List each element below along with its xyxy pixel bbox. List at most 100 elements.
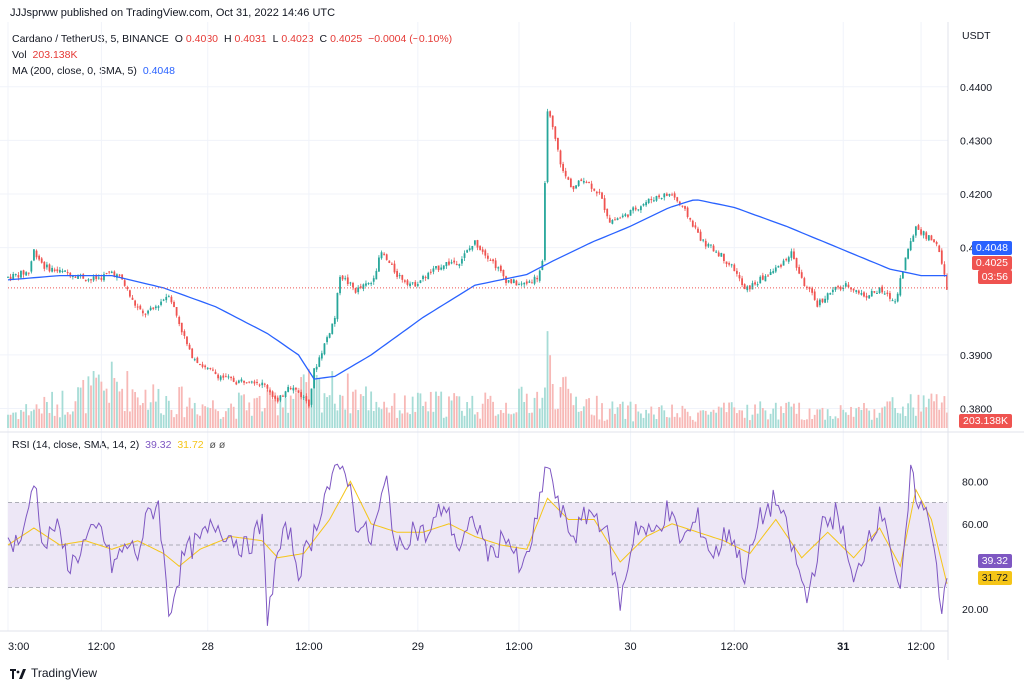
candle-body (126, 287, 129, 290)
volume-bar (577, 411, 580, 428)
volume-bar (333, 403, 336, 428)
candle-body (279, 395, 282, 401)
candle-body (637, 209, 640, 211)
volume-bar (562, 377, 564, 428)
volume-bar (925, 407, 928, 428)
volume-bar (588, 398, 590, 428)
candle-body (546, 111, 549, 183)
candle-body (847, 284, 850, 288)
volume-bar (868, 410, 871, 428)
candle-body (800, 272, 803, 278)
volume-bar (772, 408, 775, 428)
candle-body (224, 376, 227, 378)
candle-body (852, 288, 855, 291)
volume-bar (896, 412, 899, 428)
volume-bar (295, 393, 297, 428)
volume-bar (777, 419, 780, 428)
candle-body (515, 280, 518, 286)
candle-body (860, 293, 863, 295)
volume-bar (336, 410, 339, 428)
candle-body (754, 282, 756, 285)
candle-body (564, 170, 567, 177)
volume-bar (398, 410, 401, 428)
candle-body (712, 245, 715, 252)
volume-bar (440, 391, 443, 428)
volume-bar (486, 398, 489, 428)
candle-body (507, 280, 510, 283)
candle-body (904, 257, 907, 271)
rsi-value: 39.32 (145, 439, 172, 451)
candle-body (14, 274, 17, 276)
candle-body (917, 225, 920, 230)
volume-bar (300, 377, 303, 428)
candle-body (673, 193, 676, 198)
candle-body (834, 286, 837, 290)
candle-body (17, 275, 20, 278)
candle-body (429, 271, 432, 273)
volume-bar (671, 404, 673, 428)
candle-body (365, 283, 367, 286)
candle-body (557, 137, 559, 150)
candle-body (318, 357, 321, 367)
candle-body (307, 399, 310, 407)
candle-body (266, 385, 269, 389)
volume-bar (691, 419, 694, 428)
volume-bar (263, 407, 266, 428)
volume-bar (943, 396, 946, 428)
candle-body (118, 274, 121, 276)
candle-body (237, 380, 240, 383)
volume-bar (702, 410, 705, 428)
candle-body (707, 243, 710, 247)
candle-body (344, 278, 347, 280)
volume-bar (250, 415, 253, 428)
volume-bar (450, 400, 453, 428)
volume-bar (748, 420, 751, 428)
candle-body (339, 276, 341, 294)
candle-body (813, 291, 816, 300)
candle-body (821, 298, 824, 303)
candle-body (276, 397, 279, 402)
candle-body (258, 384, 261, 386)
candle-body (481, 249, 484, 252)
volume-bar (697, 412, 699, 428)
brand-label: TradingView (31, 666, 98, 680)
candle-body (346, 277, 349, 284)
volume-bar (811, 418, 814, 428)
candle-body (551, 115, 554, 128)
footer-brand[interactable]: TradingView (10, 666, 97, 680)
volume-bar (188, 397, 191, 428)
candle-body (702, 239, 705, 241)
volume-bar (891, 397, 894, 428)
candle-body (90, 279, 92, 281)
volume-bar (326, 397, 328, 428)
candle-body (938, 245, 941, 253)
candle-body (676, 197, 679, 202)
volume-bar (575, 396, 577, 428)
volume-bar (707, 414, 710, 428)
symbol-label: Cardano / TetherUS, 5, BINANCE (12, 33, 169, 45)
volume-bar (372, 410, 375, 428)
candle-body (575, 185, 577, 189)
candle-body (458, 264, 461, 266)
candle-body (479, 246, 481, 250)
volume-bar (357, 410, 360, 428)
volume-bar (616, 407, 619, 428)
candle-body (362, 284, 365, 289)
candle-body (510, 279, 513, 284)
volume-bar (806, 419, 808, 428)
candle-body (204, 365, 207, 368)
volume-bar (186, 406, 188, 428)
candle-body (580, 179, 583, 182)
x-tick-label: 28 (202, 641, 214, 653)
candle-body (370, 283, 373, 285)
volume-bar (245, 410, 248, 428)
candle-body (735, 270, 738, 274)
candle-body (20, 270, 22, 278)
candle-body (84, 280, 87, 282)
candle-body (842, 287, 845, 289)
candle-body (359, 286, 362, 288)
candle-body (401, 275, 404, 280)
volume-bar (606, 419, 609, 428)
candle-body (743, 284, 746, 290)
